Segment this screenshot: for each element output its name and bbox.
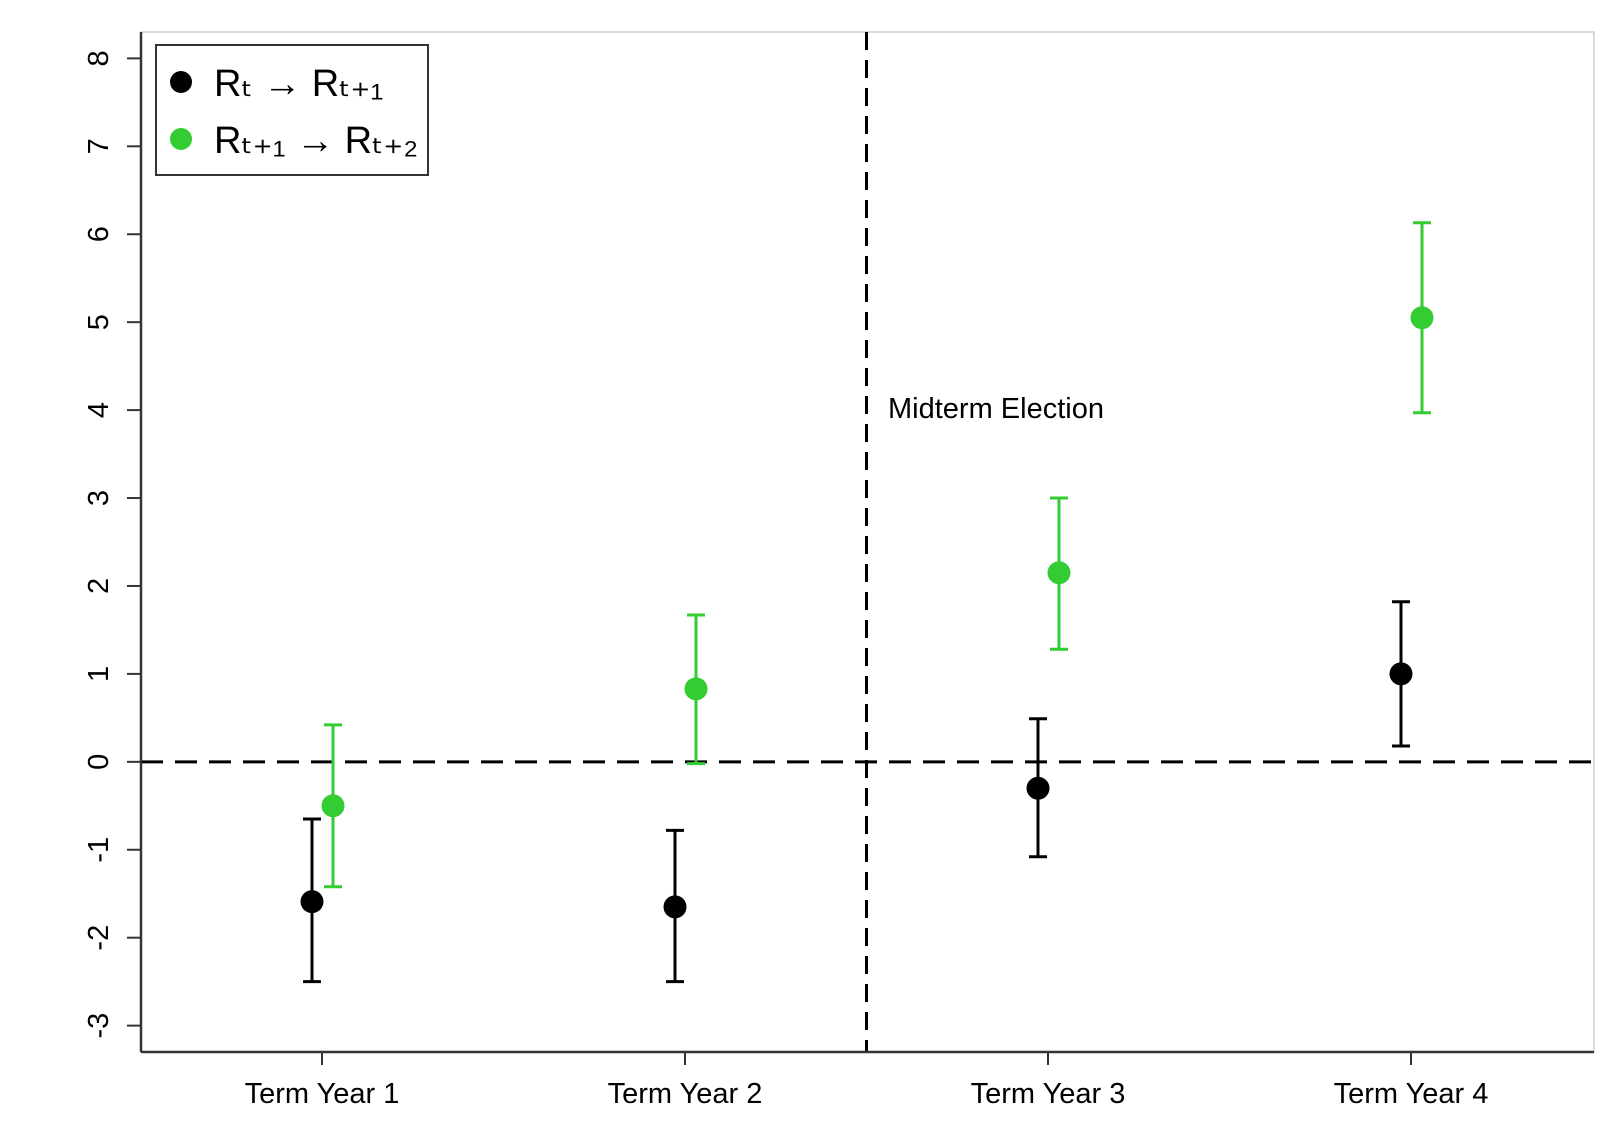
legend-marker-series-1 bbox=[170, 71, 192, 93]
data-point-series-1 bbox=[1389, 662, 1413, 686]
y-tick-label: 8 bbox=[83, 50, 115, 66]
y-tick-label: 3 bbox=[83, 490, 115, 506]
legend-marker-series-2 bbox=[170, 128, 192, 150]
y-tick-label: 4 bbox=[83, 402, 115, 418]
y-tick-label: 0 bbox=[83, 754, 115, 770]
x-tick-label: Term Year 4 bbox=[1334, 1078, 1489, 1110]
legend-box bbox=[155, 44, 429, 176]
y-tick-label: 5 bbox=[83, 314, 115, 330]
axes: -3 -2 -1 0 1 2 3 4 5 6 7 8 Term Year 1 Term Year 2 Ter… bbox=[83, 32, 1594, 1110]
midterm-election-annotation: Midterm Election bbox=[888, 393, 1104, 425]
data-point-series-1 bbox=[663, 895, 687, 919]
y-tick-label: -2 bbox=[83, 925, 115, 951]
data-point-series-1 bbox=[300, 890, 324, 914]
series-layer bbox=[300, 221, 1434, 984]
y-tick-label: 7 bbox=[83, 138, 115, 154]
y-tick-label: 6 bbox=[83, 226, 115, 242]
legend: Rₜ → Rₜ₊₁ Rₜ₊₁ → Rₜ₊₂ bbox=[155, 44, 429, 176]
legend-label-series-2: Rₜ₊₁ → Rₜ₊₂ bbox=[214, 120, 418, 162]
y-tick-label: 1 bbox=[83, 666, 115, 682]
data-point-series-2 bbox=[1410, 306, 1434, 330]
legend-label-series-1: Rₜ → Rₜ₊₁ bbox=[214, 63, 383, 105]
x-tick-label: Term Year 1 bbox=[245, 1078, 400, 1110]
plot-area bbox=[140, 31, 1595, 1053]
x-tick-label: Term Year 3 bbox=[971, 1078, 1126, 1110]
y-tick-label: 2 bbox=[83, 578, 115, 594]
y-tick-label: -1 bbox=[83, 837, 115, 863]
y-tick-label: -3 bbox=[83, 1013, 115, 1039]
data-point-series-2 bbox=[684, 677, 708, 701]
x-tick-label: Term Year 2 bbox=[608, 1078, 763, 1110]
data-point-series-2 bbox=[1047, 561, 1071, 585]
data-point-series-1 bbox=[1026, 776, 1050, 800]
data-point-series-2 bbox=[321, 794, 345, 818]
